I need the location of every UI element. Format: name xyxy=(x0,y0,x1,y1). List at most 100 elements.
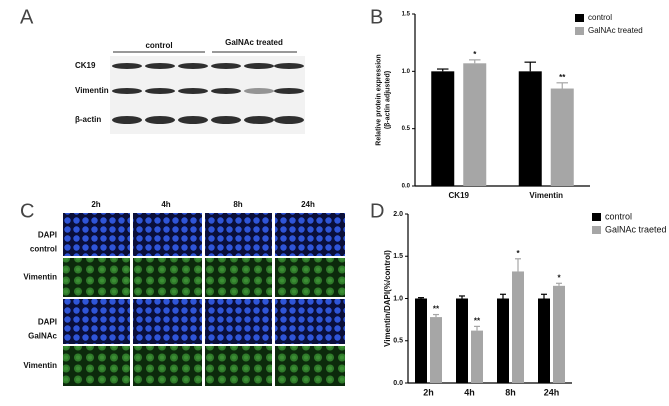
band xyxy=(178,88,208,94)
panel-label: C xyxy=(20,200,34,222)
micrograph xyxy=(63,299,130,344)
group-label: GalNAc treated xyxy=(225,38,283,47)
row-label: Vimentin xyxy=(75,86,109,95)
imaging-grid: 2h 4h 8h 24h DAPI control Vimentin DAPI GalNAc Vi… xyxy=(23,200,345,386)
micrograph xyxy=(275,346,345,386)
band xyxy=(145,63,175,69)
bar xyxy=(463,63,487,186)
band xyxy=(145,88,175,94)
annotation: ** xyxy=(474,316,481,325)
error-bar xyxy=(474,325,480,331)
y-axis-label: Relative protein expression xyxy=(375,54,382,145)
micrograph xyxy=(63,213,130,256)
annotation: * xyxy=(557,273,561,282)
y-tick-label: 1.5 xyxy=(393,253,403,260)
micrograph xyxy=(133,213,202,256)
x-tick-label: 8h xyxy=(505,387,516,397)
error-bar xyxy=(433,313,439,318)
micrograph xyxy=(205,213,272,256)
y-axis-label: (β-actin adjusted) xyxy=(384,71,391,129)
x-tick-label: CK19 xyxy=(449,191,470,200)
band xyxy=(274,116,304,124)
error-bar xyxy=(418,297,424,299)
legend-label: GalNAc treated xyxy=(588,26,643,35)
error-bar xyxy=(515,258,521,272)
micrograph xyxy=(133,346,202,386)
micrograph xyxy=(275,213,345,256)
band xyxy=(211,63,241,69)
y-tick-label: 1.5 xyxy=(402,12,411,18)
legend-label: control xyxy=(588,13,612,22)
micrograph xyxy=(205,258,272,297)
annotation: ** xyxy=(433,305,440,314)
bar xyxy=(415,298,427,383)
band xyxy=(145,116,175,124)
row-label: control xyxy=(30,245,57,254)
bar xyxy=(456,298,468,383)
column-label: 2h xyxy=(91,200,100,209)
legend-swatch xyxy=(575,14,584,22)
micrograph xyxy=(275,258,345,297)
band xyxy=(112,88,142,94)
bar xyxy=(497,298,509,383)
band xyxy=(244,116,274,124)
band xyxy=(244,63,274,69)
y-axis-label: Vimentin/DAPI(%/control) xyxy=(383,250,392,347)
legend-label: control xyxy=(605,211,632,221)
x-tick-label: 24h xyxy=(544,387,560,397)
row-label: DAPI xyxy=(38,318,57,327)
x-tick-label: 4h xyxy=(464,387,475,397)
error-bar xyxy=(500,293,506,299)
bar xyxy=(431,71,455,186)
micrograph xyxy=(63,258,130,297)
band xyxy=(211,88,241,94)
y-tick-label: 0.0 xyxy=(393,380,403,387)
error-bar xyxy=(459,295,465,299)
error-bar xyxy=(437,68,449,72)
micrograph xyxy=(205,346,272,386)
bar xyxy=(553,285,565,383)
blot-bands xyxy=(112,63,304,124)
band xyxy=(244,88,274,94)
bar xyxy=(512,271,524,383)
bar xyxy=(471,330,483,383)
band xyxy=(178,63,208,69)
group-label: control xyxy=(145,41,172,50)
micrograph xyxy=(133,299,202,344)
band xyxy=(274,63,304,69)
legend-swatch xyxy=(592,213,601,221)
micrograph xyxy=(275,299,345,344)
row-label: Vimentin xyxy=(23,361,57,370)
charts: 0.0 0.5 1.0 1.5 Relative protein expression(… xyxy=(375,12,666,398)
row-label: CK19 xyxy=(75,61,96,70)
error-bar xyxy=(541,293,547,299)
band xyxy=(211,116,241,124)
column-label: 4h xyxy=(161,200,170,209)
band xyxy=(274,88,304,94)
bar xyxy=(430,317,442,383)
bar xyxy=(538,298,550,383)
y-tick-label: 0.5 xyxy=(402,126,411,132)
error-bar xyxy=(556,282,562,286)
micrograph xyxy=(133,258,202,297)
row-label: GalNAc xyxy=(28,332,57,341)
annotation: ** xyxy=(559,73,566,82)
band xyxy=(112,116,142,124)
panel-label: B xyxy=(370,6,383,28)
annotation: * xyxy=(473,50,477,59)
band xyxy=(178,116,208,124)
column-label: 8h xyxy=(233,200,242,209)
bar xyxy=(550,88,574,186)
annotation: * xyxy=(516,249,520,258)
legend-label: GalNAc traeted xyxy=(605,224,667,234)
y-tick-label: 1.0 xyxy=(402,69,411,75)
x-tick-label: 2h xyxy=(423,387,434,397)
error-bar xyxy=(524,61,536,72)
error-bar xyxy=(556,82,568,89)
micrograph xyxy=(205,299,272,344)
legend-swatch xyxy=(592,226,601,234)
error-bar xyxy=(469,59,481,64)
x-tick-label: Vimentin xyxy=(529,191,563,200)
